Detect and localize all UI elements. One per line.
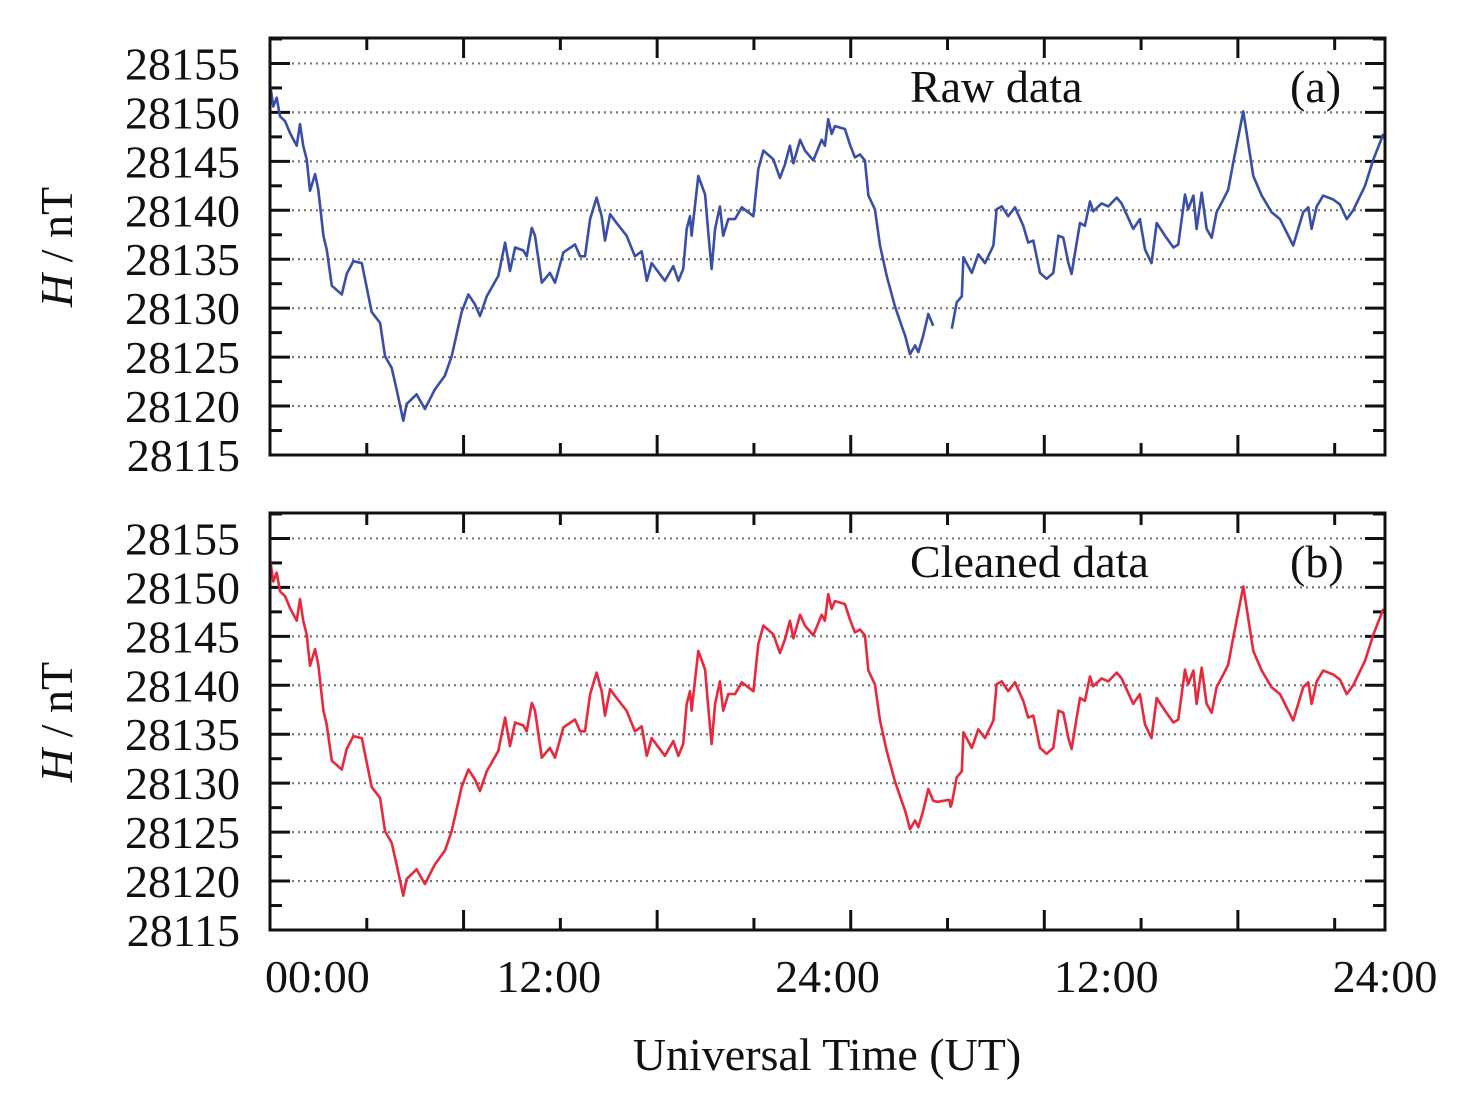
plot-frame	[268, 36, 1387, 457]
y-axis-title-unit: / nT	[31, 662, 82, 749]
y-tick-label: 28150	[125, 562, 240, 613]
y-axis-title-symbol: H	[31, 271, 82, 308]
x-tick-label: 12:00	[496, 951, 601, 1002]
y-axis-title: H / nT	[31, 187, 82, 308]
y-tick-label: 28120	[125, 856, 240, 907]
x-tick-label: 24:00	[775, 951, 880, 1002]
x-tick-label: 12:00	[1054, 951, 1159, 1002]
y-tick-label: 28150	[125, 87, 240, 138]
y-axis-title-symbol: H	[31, 746, 82, 783]
y-tick-label: 28115	[127, 430, 240, 481]
y-tick-label: 28130	[125, 758, 240, 809]
y-tick-label: 28120	[125, 381, 240, 432]
y-tick-label: 28145	[125, 611, 240, 662]
series-annotation: Raw data	[910, 61, 1082, 112]
y-tick-label: 28130	[125, 283, 240, 334]
y-tick-label: 28135	[125, 234, 240, 285]
x-tick-label: 00:00	[265, 951, 370, 1002]
plot-frame	[268, 511, 1387, 932]
y-tick-label: 28125	[125, 332, 240, 383]
series-line-raw-data	[950, 110, 1385, 329]
panel-label: (b)	[1290, 536, 1344, 587]
y-tick-label: 28140	[125, 660, 240, 711]
y-tick-label: 28145	[125, 136, 240, 187]
series-line-raw-data	[268, 83, 935, 423]
y-tick-label: 28125	[125, 807, 240, 858]
series-annotation: Cleaned data	[910, 536, 1149, 587]
y-axis-title: H / nT	[31, 662, 82, 783]
x-tick-labels: 00:00 12:00 24:00 12:00 24:00	[265, 951, 1437, 1002]
y-tick-label: 28155	[125, 38, 240, 89]
y-axis-title-unit: / nT	[31, 187, 82, 274]
y-tick-label: 28135	[125, 709, 240, 760]
x-axis-title: Universal Time (UT)	[633, 1029, 1021, 1080]
y-tick-label: 28115	[127, 905, 240, 956]
panel-label: (a)	[1290, 61, 1341, 112]
series-line-cleaned-data	[268, 558, 1385, 898]
panel-raw-data: 2811528120281252813028135281402814528150…	[31, 36, 1387, 481]
y-tick-label: 28140	[125, 185, 240, 236]
x-tick-label: 24:00	[1333, 951, 1438, 1002]
y-tick-label: 28155	[125, 513, 240, 564]
panel-cleaned-data: 2811528120281252813028135281402814528150…	[31, 511, 1387, 956]
